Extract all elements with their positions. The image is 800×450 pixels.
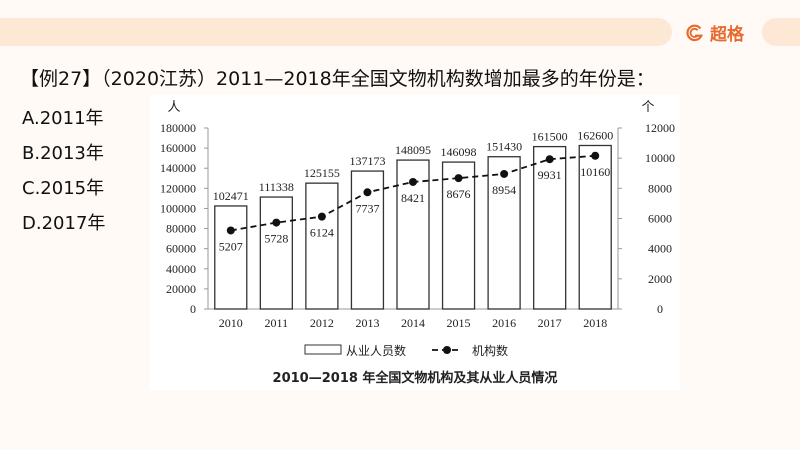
x-tick-label: 2011: [265, 316, 289, 330]
bar-2010: [214, 205, 248, 310]
line-value-label: 8421: [401, 191, 425, 205]
right-tick-label: 12000: [645, 121, 675, 135]
line-value-label: 8954: [492, 183, 516, 197]
left-tick-label: 160000: [160, 141, 196, 155]
left-tick-label: 140000: [160, 161, 196, 175]
line-value-label: 8676: [447, 187, 471, 201]
legend-line-label: 机构数: [472, 343, 508, 358]
line-point-2018: [591, 151, 600, 160]
left-tick-label: 100000: [160, 201, 196, 215]
right-tick-label: 10000: [645, 151, 675, 165]
line-point-2011: [272, 218, 281, 227]
bar-value-label: 137173: [349, 154, 385, 168]
x-tick-label: 2010: [219, 316, 243, 330]
left-tick-label: 20000: [166, 282, 196, 296]
right-tick-label: 0: [657, 302, 663, 316]
bar-2011: [259, 196, 293, 310]
legend-bar-label: 从业人员数: [346, 343, 406, 358]
x-tick-label: 2016: [492, 316, 516, 330]
header-band: [0, 18, 672, 46]
line-value-label: 6124: [310, 226, 334, 240]
bar-value-label: 161500: [532, 130, 568, 144]
bar-2017: [533, 145, 567, 310]
line-value-label: 5207: [219, 239, 243, 253]
left-tick-label: 0: [190, 302, 196, 316]
right-tick-label: 6000: [648, 212, 672, 226]
left-tick-label: 80000: [166, 222, 196, 236]
brand-g-icon: [686, 24, 703, 41]
right-axis-unit: 个: [641, 99, 654, 114]
chart-image: 人个 0 20000 40000 60000 80000 100000 120000 14000…: [150, 95, 680, 390]
x-tick-label: 2014: [401, 316, 425, 330]
line-point-2013: [363, 188, 372, 197]
left-tick-label: 40000: [166, 262, 196, 276]
bar-value-label: 162600: [577, 128, 613, 142]
left-tick-label: 180000: [160, 121, 196, 135]
question-text: 【例27】（2020江苏）2011—2018年全国文物机构数增加最多的年份是：: [20, 68, 655, 90]
left-tick-label: 60000: [166, 242, 196, 256]
header-band-right: [762, 18, 800, 46]
chart-title: 2010—2018 年全国文物机构及其从业人员情况: [273, 370, 558, 386]
line-value-label: 10160: [580, 165, 610, 179]
chart-svg: 人个02000040000600008000010000012000014000…: [160, 99, 675, 386]
bar-value-label: 125155: [304, 166, 340, 180]
bar-value-label: 111338: [259, 180, 294, 194]
left-axis-unit: 人: [167, 99, 180, 114]
x-tick-label: 2017: [538, 316, 562, 330]
line-value-label: 9931: [538, 168, 562, 182]
right-tick-label: 8000: [648, 181, 672, 195]
bar-2012: [305, 182, 339, 310]
line-point-2015: [454, 174, 463, 183]
line-value-label: 5728: [264, 232, 288, 246]
x-tick-label: 2012: [310, 316, 334, 330]
x-tick-label: 2013: [355, 316, 379, 330]
option-d[interactable]: D.2017年: [22, 213, 106, 234]
bar-2015: [441, 161, 476, 310]
line-point-2010: [226, 226, 235, 235]
option-a[interactable]: A.2011年: [22, 108, 104, 129]
line-point-2014: [409, 177, 417, 186]
bar-value-label: 102471: [213, 189, 249, 203]
bar-value-label: 151430: [486, 140, 522, 154]
legend-bar-swatch: [304, 344, 342, 355]
x-tick-label: 2015: [447, 316, 471, 330]
legend-line-marker: [443, 346, 451, 354]
bar-value-label: 146098: [441, 145, 477, 159]
bar-2016: [487, 156, 521, 310]
line-point-2017: [545, 155, 554, 164]
line-value-label: 7737: [355, 201, 379, 215]
right-tick-label: 4000: [648, 242, 672, 256]
brand-logo: 超格: [686, 20, 744, 45]
option-b[interactable]: B.2013年: [22, 143, 104, 164]
bar-2018: [578, 144, 612, 310]
option-c[interactable]: C.2015年: [22, 178, 105, 199]
x-tick-label: 2018: [583, 316, 607, 330]
line-point-2016: [500, 169, 509, 178]
bar-value-label: 148095: [395, 143, 431, 157]
line-point-2012: [317, 212, 326, 221]
right-tick-label: 2000: [648, 272, 672, 286]
brand-name: 超格: [710, 25, 744, 45]
left-tick-label: 120000: [160, 181, 196, 195]
